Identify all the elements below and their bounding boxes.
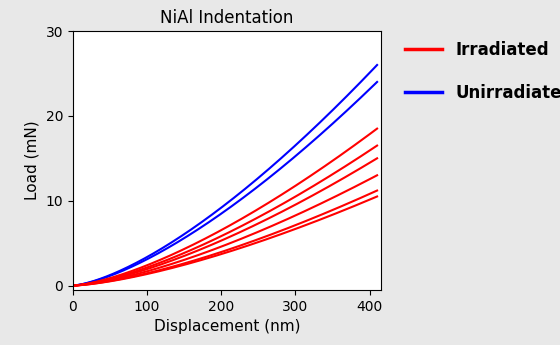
Y-axis label: Load (mN): Load (mN) bbox=[25, 121, 40, 200]
X-axis label: Displacement (nm): Displacement (nm) bbox=[153, 319, 300, 334]
Title: NiAl Indentation: NiAl Indentation bbox=[160, 9, 293, 27]
Legend: Irradiated, Unirradiated: Irradiated, Unirradiated bbox=[398, 34, 560, 109]
